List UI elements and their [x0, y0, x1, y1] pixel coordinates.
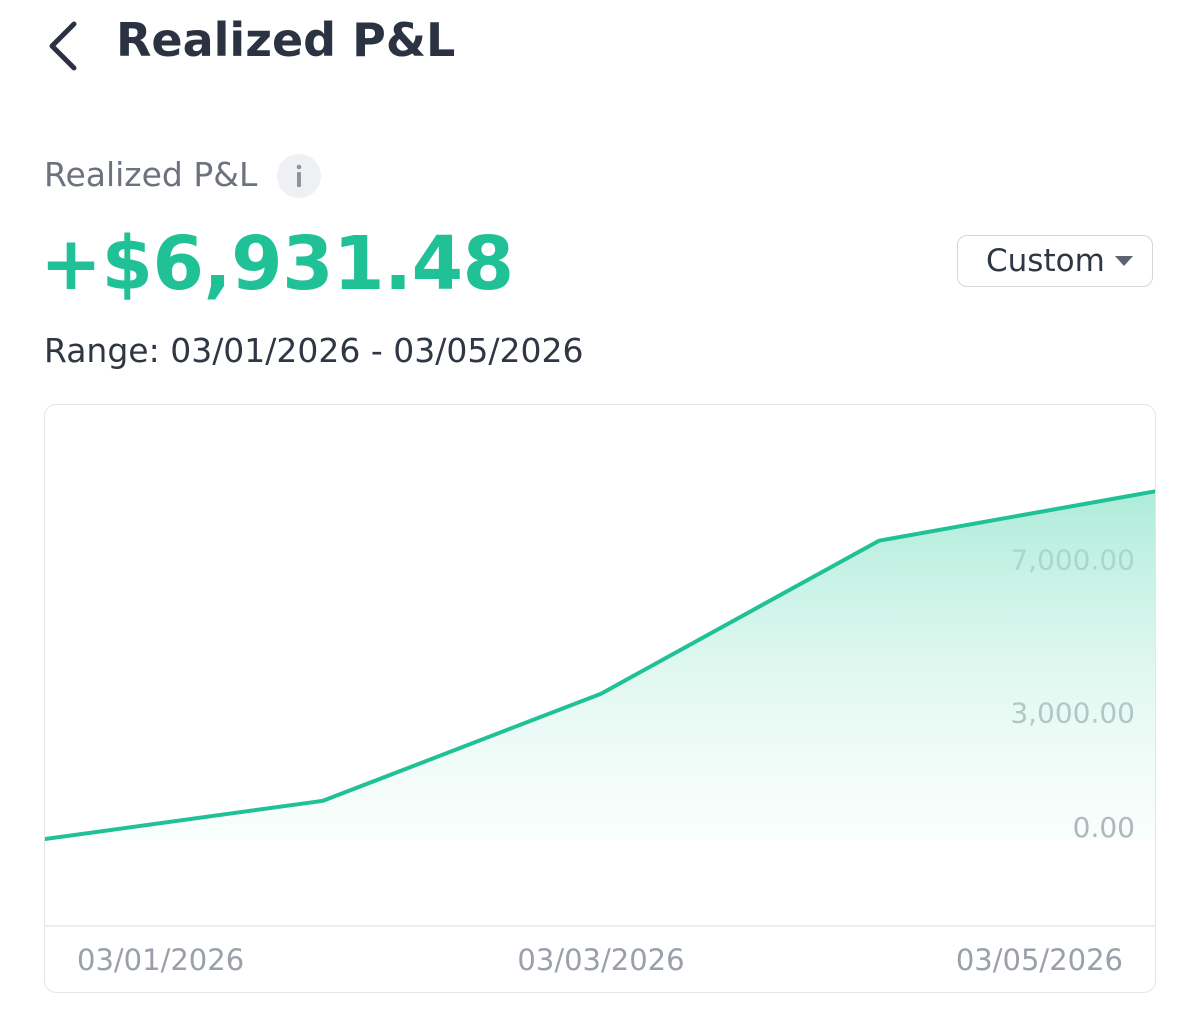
- chevron-left-icon: [49, 21, 77, 71]
- x-axis-ticks: 03/01/2026 03/03/2026 03/05/2026: [77, 943, 1123, 977]
- caret-down-icon: [1115, 256, 1133, 266]
- range-text: Range: 03/01/2026 - 03/05/2026: [44, 331, 584, 370]
- x-tick-label: 03/03/2026: [517, 943, 684, 977]
- back-button[interactable]: [38, 8, 94, 74]
- pnl-label: Realized P&L: [44, 155, 258, 194]
- range-select-label: Custom: [986, 243, 1105, 279]
- pnl-value: +$6,931.48: [40, 221, 514, 307]
- pnl-chart-svg: 0.003,000.007,000.00 03/01/202603/03/202…: [45, 489, 1155, 977]
- header: Realized P&L: [0, 0, 1200, 84]
- data-points: [45, 540, 880, 840]
- page-title: Realized P&L: [116, 13, 456, 67]
- series-line: [45, 489, 1155, 841]
- x-tick-label: 03/05/2026: [956, 943, 1123, 977]
- x-tick-label: 03/01/2026: [77, 943, 244, 977]
- range-select[interactable]: Custom: [957, 235, 1153, 287]
- pnl-chart: 0.003,000.007,000.00 03/01/202603/03/202…: [44, 404, 1156, 993]
- area-fill: [45, 491, 1155, 839]
- info-icon[interactable]: [277, 154, 321, 198]
